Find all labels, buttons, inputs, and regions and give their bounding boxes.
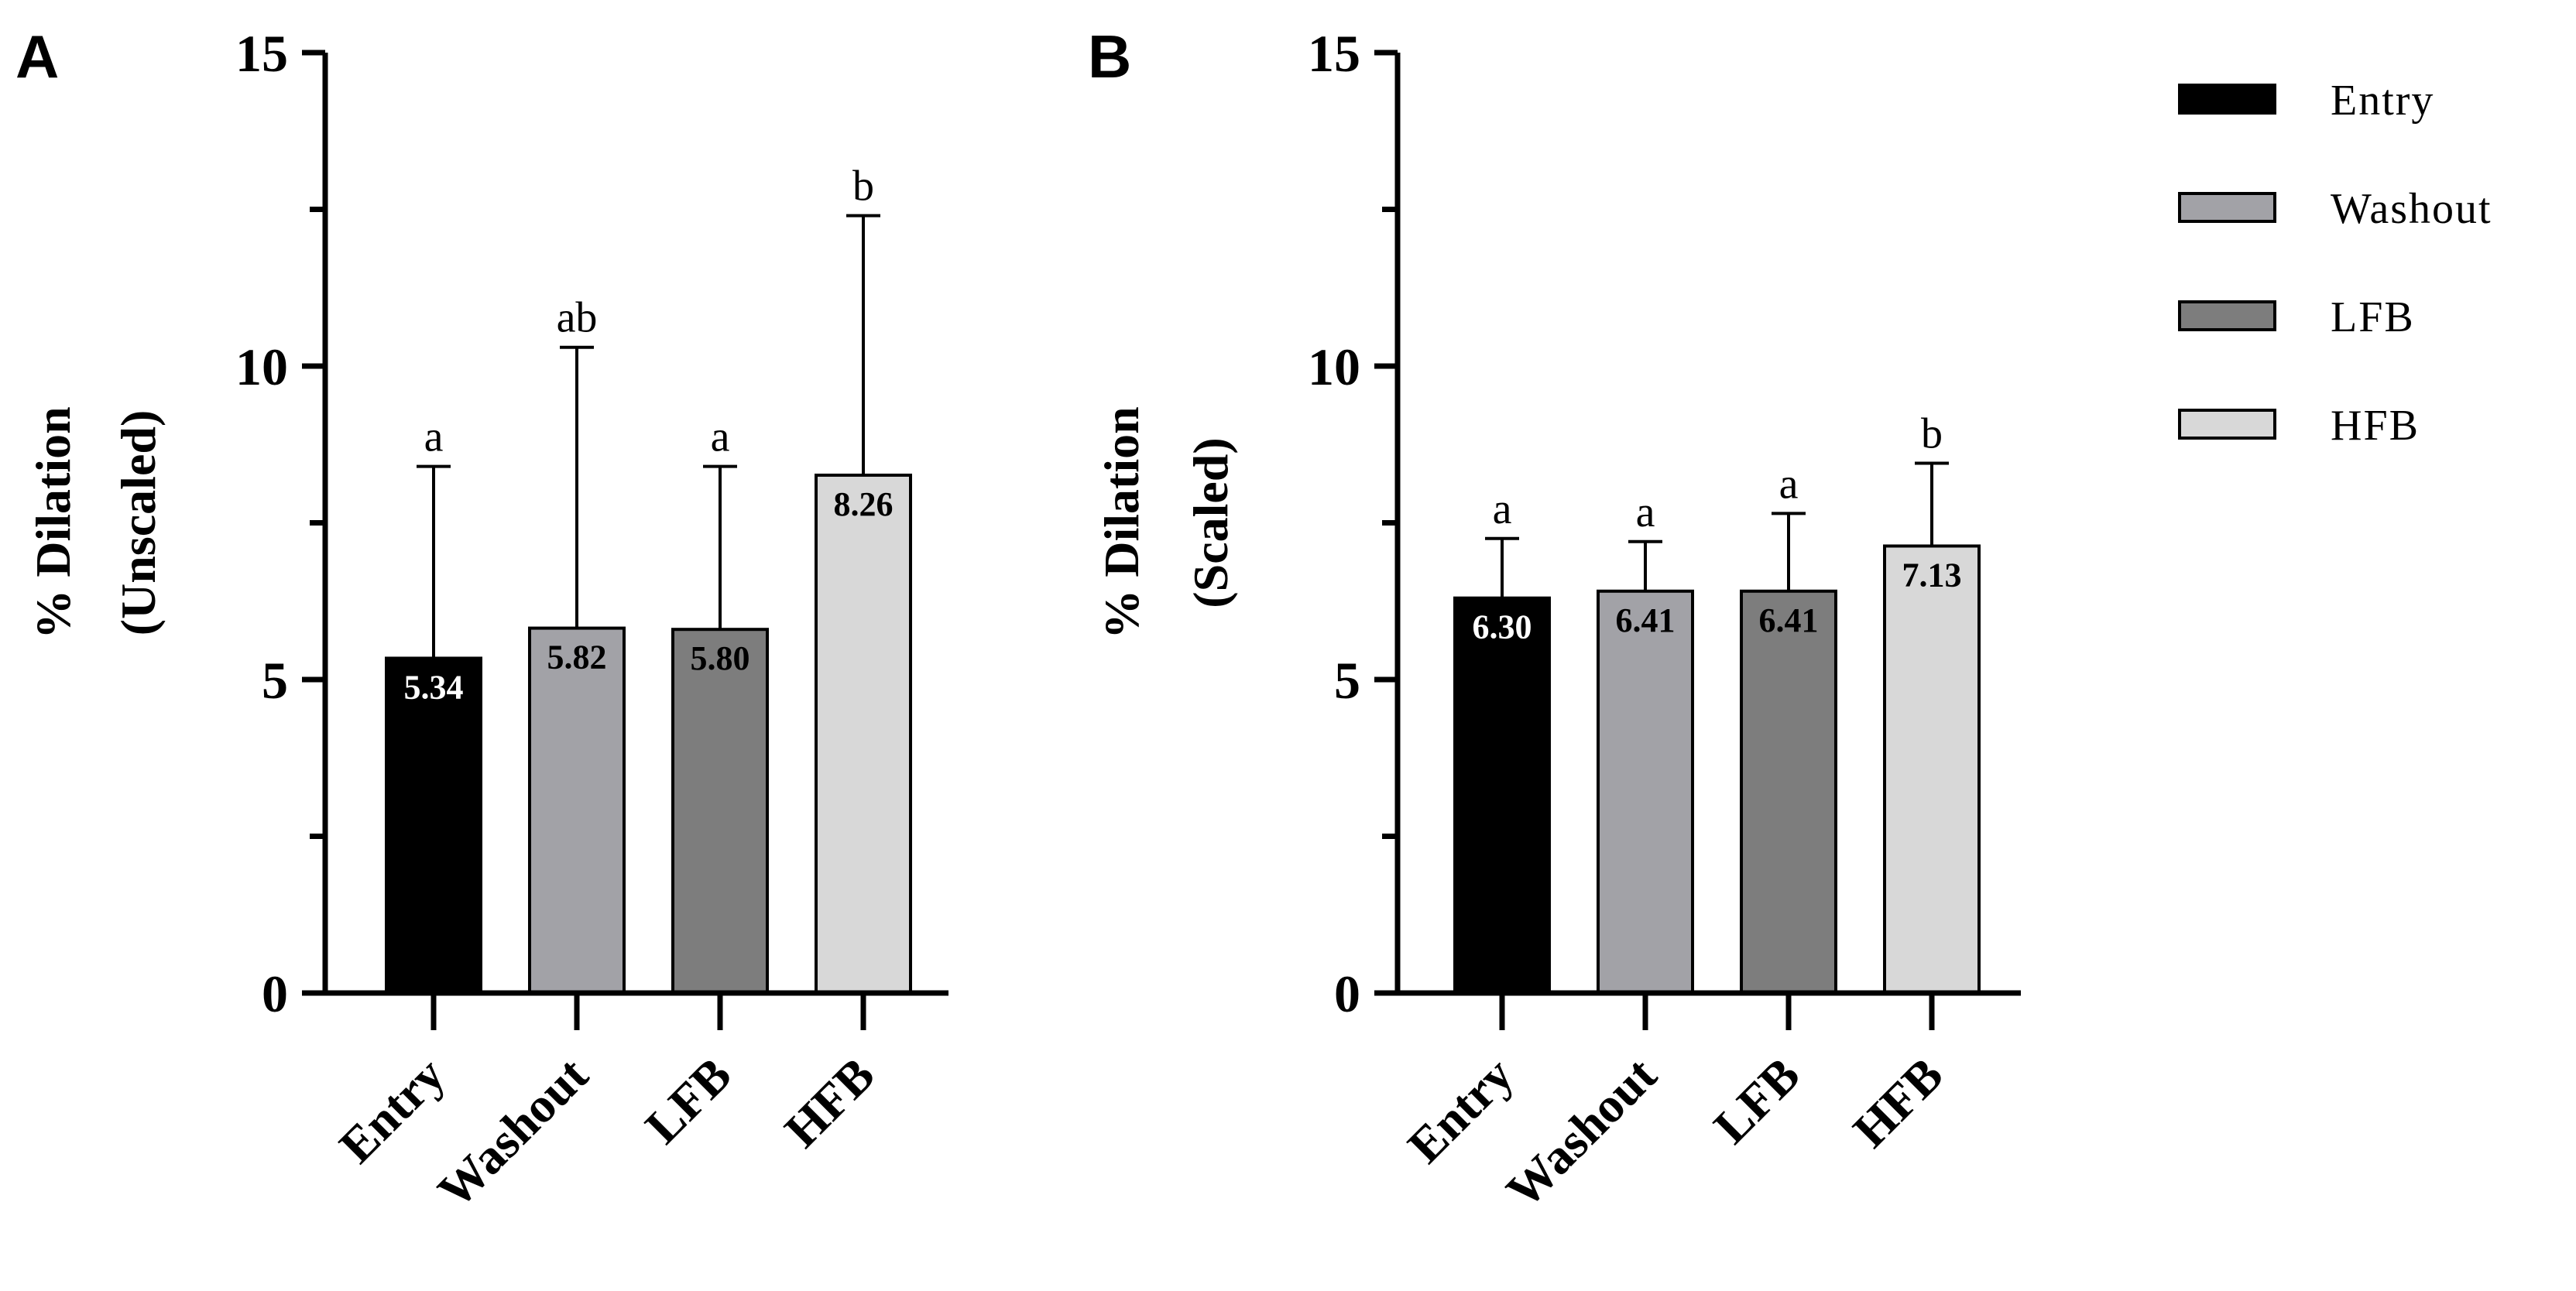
y-tick-label: 5 — [1334, 651, 1360, 710]
significance-letter: a — [1636, 488, 1655, 536]
bar-lfb — [1740, 589, 1837, 995]
value-label: 6.41 — [1616, 601, 1676, 639]
legend: Entry Washout LFB HFB — [2178, 77, 2492, 450]
y-axis-label: % Dilation — [1094, 406, 1149, 639]
value-label: 8.26 — [834, 485, 894, 523]
x-tick-label: Entry — [329, 1047, 455, 1173]
y-axis-label: (Scaled) — [1183, 437, 1238, 608]
bar-lfb — [671, 628, 769, 995]
y-tick-label: 0 — [262, 964, 288, 1023]
significance-letter: b — [1921, 410, 1943, 458]
significance-letter: a — [1493, 485, 1512, 533]
x-tick-label: Washout — [1496, 1046, 1668, 1218]
y-tick-label: 10 — [235, 337, 288, 396]
bar-hfb — [815, 473, 912, 995]
bar-entry — [1453, 596, 1551, 995]
panel-a: A % Dilation (Unscaled) 5.34 a 5.82 ab 5.80 a 8.2… — [15, 22, 948, 1218]
legend-label: LFB — [2331, 293, 2415, 341]
value-label: 6.41 — [1759, 601, 1819, 639]
y-tick-label: 15 — [1308, 24, 1360, 83]
x-tick-label: Washout — [427, 1046, 599, 1218]
significance-letter: a — [424, 413, 444, 461]
legend-label: HFB — [2331, 402, 2420, 450]
legend-label: Washout — [2331, 185, 2492, 233]
x-tick-label: Entry — [1398, 1047, 1524, 1173]
legend-swatch — [2178, 192, 2276, 223]
legend-swatch — [2178, 300, 2276, 331]
panel-b: B % Dilation (Scaled) 6.30 a 6.41 a 6.41 a 7.13 b 0… — [1088, 22, 2021, 1218]
legend-label: Entry — [2331, 77, 2434, 125]
legend-swatch — [2178, 84, 2276, 115]
bar-washout — [1597, 589, 1694, 995]
panel-letter: A — [15, 22, 59, 91]
x-tick-label: HFB — [774, 1047, 885, 1158]
value-label: 6.30 — [1473, 608, 1532, 646]
panel-letter: B — [1088, 22, 1131, 91]
legend-swatch — [2178, 409, 2276, 440]
value-label: 7.13 — [1902, 556, 1962, 594]
significance-letter: a — [1779, 460, 1799, 508]
x-tick-label: LFB — [1703, 1047, 1810, 1154]
y-axis-label: % Dilation — [26, 406, 81, 639]
x-tick-label: HFB — [1843, 1047, 1953, 1158]
y-tick-label: 15 — [235, 24, 288, 83]
y-tick-label: 0 — [1334, 964, 1360, 1023]
bar-hfb — [1883, 544, 1981, 995]
bar-entry — [385, 656, 482, 995]
value-label: 5.82 — [547, 639, 607, 676]
significance-letter: ab — [557, 294, 598, 342]
significance-letter: b — [852, 163, 874, 211]
significance-letter: a — [711, 413, 730, 461]
value-label: 5.34 — [404, 668, 464, 706]
y-axis-label: (Unscaled) — [111, 410, 166, 636]
value-label: 5.80 — [691, 639, 750, 677]
y-tick-label: 5 — [262, 651, 288, 710]
bar-washout — [528, 626, 626, 995]
y-tick-label: 10 — [1308, 337, 1360, 396]
x-tick-label: LFB — [635, 1047, 742, 1154]
